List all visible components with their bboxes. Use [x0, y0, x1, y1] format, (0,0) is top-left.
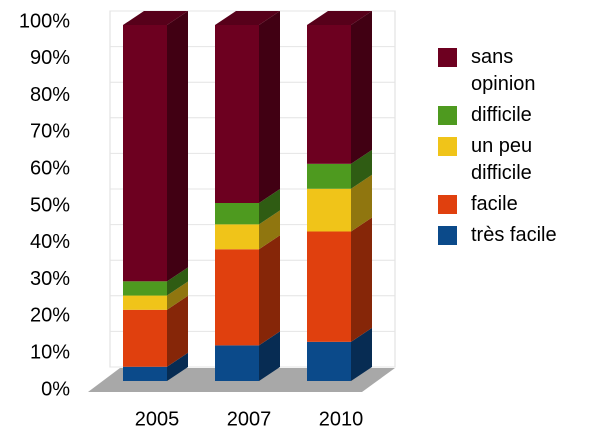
bar-side [351, 149, 372, 189]
legend-label: facile [471, 193, 518, 215]
x-tick-label: 2010 [319, 408, 364, 430]
legend-swatch [438, 226, 457, 245]
bar [307, 341, 351, 381]
bar [307, 231, 351, 342]
y-tick-label: 40% [30, 231, 70, 253]
bar-side [351, 327, 372, 381]
bar [123, 309, 167, 367]
bar [307, 163, 351, 189]
bar-side [351, 11, 372, 164]
legend-label: un peu difficile [471, 135, 533, 184]
y-tick-label: 20% [30, 305, 70, 327]
x-tick-label: 2005 [135, 408, 180, 430]
bar [215, 203, 259, 225]
bar-top [123, 11, 188, 25]
bar [215, 249, 259, 346]
bar-side [167, 352, 188, 381]
bar-side [259, 331, 280, 381]
legend-item: sans opinion [438, 44, 558, 98]
y-tick-label: 90% [30, 47, 70, 69]
legend-swatch [438, 48, 457, 67]
legend-item: difficile [438, 102, 558, 129]
legend-label: très facile [471, 224, 557, 246]
bar [123, 295, 167, 310]
bar [123, 281, 167, 296]
bar [123, 366, 167, 381]
bar [215, 224, 259, 250]
bar [123, 25, 167, 282]
legend: sans opinion difficile un peu difficile fac… [438, 44, 558, 253]
legend-label: sans opinion [471, 46, 536, 95]
legend-label: difficile [471, 104, 532, 126]
bar-side [351, 217, 372, 342]
bar-side [167, 11, 188, 282]
bar-side [259, 235, 280, 346]
bar-side [167, 267, 188, 296]
bar-side [167, 295, 188, 367]
bar-side [259, 11, 280, 203]
bar-side [167, 281, 188, 310]
y-tick-label: 100% [19, 10, 70, 32]
bar-top [215, 11, 280, 25]
y-tick-label: 0% [41, 378, 70, 400]
bar [307, 25, 351, 164]
legend-item: facile [438, 191, 558, 218]
legend-swatch [438, 106, 457, 125]
bar-top [307, 11, 372, 25]
legend-swatch [438, 195, 457, 214]
y-tick-label: 70% [30, 121, 70, 143]
legend-swatch [438, 137, 457, 156]
bar [215, 25, 259, 203]
bar-side [351, 174, 372, 232]
y-tick-label: 80% [30, 84, 70, 106]
bar-side [259, 210, 280, 250]
y-tick-label: 50% [30, 194, 70, 216]
y-tick-label: 60% [30, 157, 70, 179]
legend-item: un peu difficile [438, 133, 558, 187]
bar [215, 345, 259, 381]
bar-side [259, 189, 280, 225]
x-tick-label: 2007 [227, 408, 272, 430]
legend-item: très facile [438, 222, 558, 249]
bar [307, 188, 351, 232]
y-tick-label: 10% [30, 341, 70, 363]
y-tick-label: 30% [30, 268, 70, 290]
